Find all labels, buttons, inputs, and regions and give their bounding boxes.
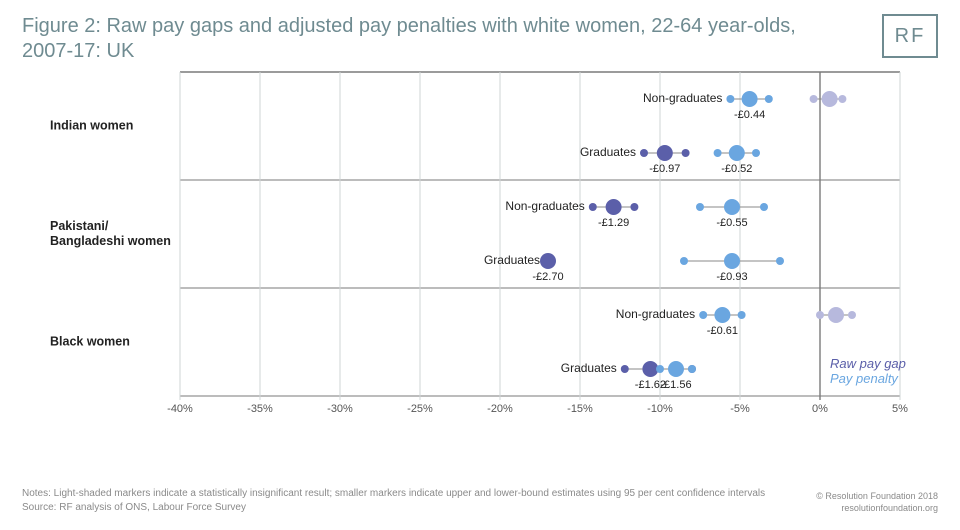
notes-text: Notes: Light-shaded markers indicate a s…	[22, 487, 938, 501]
svg-text:-25%: -25%	[407, 403, 433, 415]
chart-footer: Notes: Light-shaded markers indicate a s…	[22, 487, 938, 514]
copyright-line2: resolutionfoundation.org	[816, 502, 938, 514]
value-label: -£2.70	[532, 271, 563, 283]
svg-text:-40%: -40%	[167, 403, 193, 415]
chart-title: Figure 2: Raw pay gaps and adjusted pay …	[22, 14, 850, 64]
row-label: Non-graduates	[616, 307, 695, 321]
value-label: -£0.44	[734, 109, 765, 121]
row-label: Non-graduates	[505, 199, 584, 213]
plot-area: -40%-35%-30%-25%-20%-15%-10%-5%0%5%	[180, 72, 900, 440]
chart-header: Figure 2: Raw pay gaps and adjusted pay …	[22, 14, 850, 64]
value-label: -£0.61	[707, 325, 738, 337]
value-label: -£0.55	[716, 217, 747, 229]
value-label: -£0.97	[649, 163, 680, 175]
legend-penalty: Pay penalty	[830, 371, 906, 387]
group-label: Black women	[50, 335, 180, 350]
legend-raw: Raw pay gap	[830, 356, 906, 372]
svg-text:-20%: -20%	[487, 403, 513, 415]
row-label: Non-graduates	[643, 91, 722, 105]
svg-text:-5%: -5%	[730, 403, 750, 415]
copyright: © Resolution Foundation 2018 resolutionf…	[816, 490, 938, 514]
svg-text:-10%: -10%	[647, 403, 673, 415]
value-label: -£1.56	[660, 379, 691, 391]
value-label: -£1.29	[598, 217, 629, 229]
group-label: Pakistani/Bangladeshi women	[50, 219, 180, 249]
rf-logo: RF	[882, 14, 938, 58]
row-label: Graduates	[484, 253, 540, 267]
value-label: -£0.93	[716, 271, 747, 283]
svg-text:-35%: -35%	[247, 403, 273, 415]
group-label: Indian women	[50, 119, 180, 134]
row-label: Graduates	[580, 145, 636, 159]
svg-text:-30%: -30%	[327, 403, 353, 415]
source-text: Source: RF analysis of ONS, Labour Force…	[22, 501, 938, 515]
legend: Raw pay gapPay penalty	[830, 356, 906, 387]
chart-area: Indian women Pakistani/Bangladeshi women B…	[50, 72, 920, 472]
svg-text:-15%: -15%	[567, 403, 593, 415]
value-label: -£0.52	[721, 163, 752, 175]
row-label: Graduates	[561, 361, 617, 375]
plot-svg: -40%-35%-30%-25%-20%-15%-10%-5%0%5%	[180, 72, 900, 462]
svg-text:0%: 0%	[812, 403, 828, 415]
copyright-line1: © Resolution Foundation 2018	[816, 490, 938, 502]
svg-text:5%: 5%	[892, 403, 908, 415]
